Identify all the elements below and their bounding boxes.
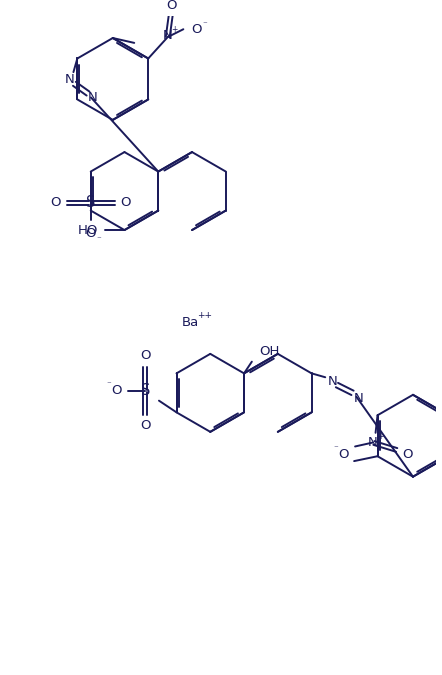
Text: S: S	[86, 195, 95, 210]
Text: S: S	[141, 383, 150, 398]
Text: O: O	[121, 196, 131, 209]
Text: O: O	[111, 384, 121, 398]
Text: Ba: Ba	[182, 316, 199, 329]
Text: ⁻: ⁻	[106, 381, 110, 389]
Text: ⁻: ⁻	[333, 444, 338, 453]
Text: O: O	[403, 448, 413, 461]
Text: O: O	[85, 227, 96, 240]
Text: O: O	[166, 0, 177, 12]
Text: O: O	[140, 419, 151, 433]
Text: N: N	[88, 91, 98, 104]
Text: N: N	[65, 74, 74, 86]
Text: N: N	[354, 392, 363, 405]
Text: +: +	[377, 432, 384, 441]
Text: N: N	[368, 436, 377, 449]
Text: N: N	[163, 28, 173, 42]
Text: ++: ++	[197, 311, 212, 321]
Text: O: O	[50, 196, 61, 209]
Text: N: N	[328, 375, 338, 387]
Text: +: +	[171, 25, 178, 34]
Text: OH: OH	[259, 346, 280, 358]
Text: HO: HO	[77, 223, 98, 236]
Text: O: O	[140, 349, 151, 362]
Text: O: O	[192, 23, 202, 36]
Text: ⁻: ⁻	[96, 236, 101, 244]
Text: O: O	[338, 448, 349, 461]
Text: ⁻: ⁻	[202, 20, 207, 29]
